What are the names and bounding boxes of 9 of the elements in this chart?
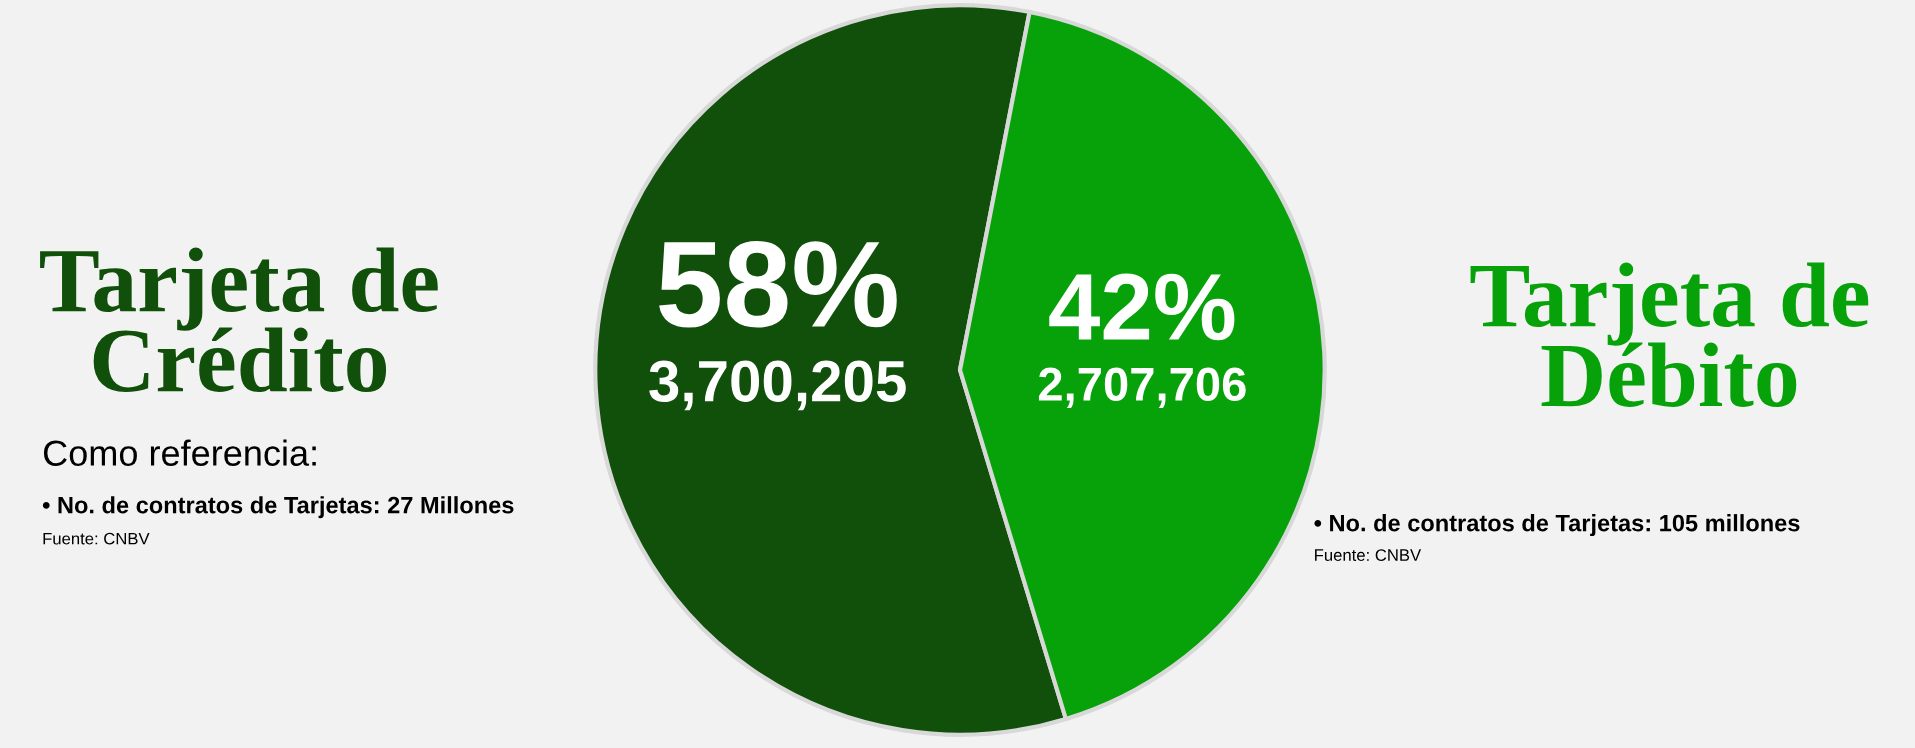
text: Como referencia:: [43, 439, 316, 466]
slice-label: Tarjeta de Débito: [1470, 262, 1869, 407]
source-note: Fuente: CNBV: [43, 532, 150, 545]
text: • No. de contratos de Tarjetas: 27 Millones: [42, 496, 514, 519]
slice-label: Tarjeta de Crédito: [40, 247, 438, 393]
text: • No. de contratos de Tarjetas: 105 millones: [1314, 514, 1800, 537]
data-label: 58% 3,700,205: [649, 241, 906, 411]
data-label: 42% 2,707,706: [1038, 273, 1246, 408]
source-note: Fuente: CNBV: [1315, 549, 1422, 561]
